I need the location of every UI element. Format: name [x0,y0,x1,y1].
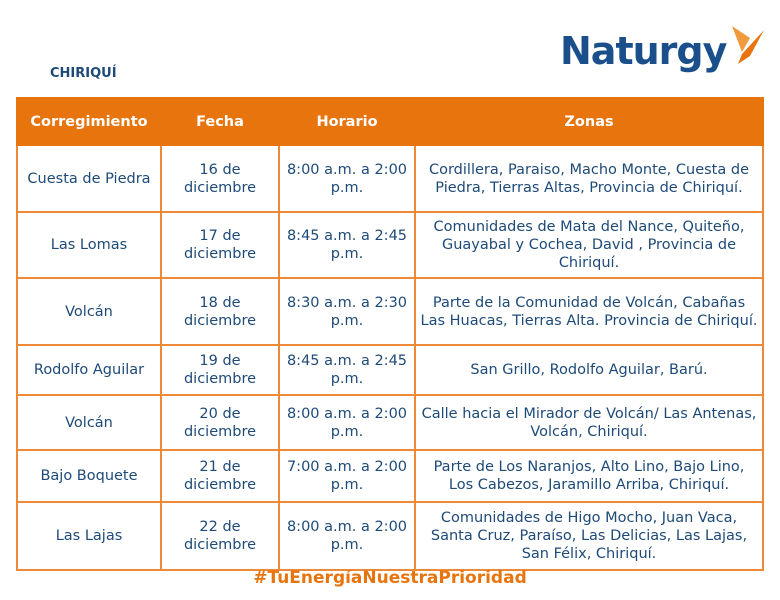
cell-zonas: Comunidades de Mata del Nance, Quiteño, … [414,211,764,279]
cell-fecha: 21 de diciembre [160,449,280,503]
cell-zonas: San Grillo, Rodolfo Aguilar, Barú. [414,344,764,396]
cell-fecha: 17 de diciembre [160,211,280,279]
cell-horario: 8:00 a.m. a 2:00 p.m. [278,394,416,451]
cell-corregimiento: Cuesta de Piedra [16,144,162,213]
cell-corregimiento: Volcán [16,394,162,451]
cell-corregimiento: Bajo Boquete [16,449,162,503]
table-row: Las Lajas 22 de diciembre 8:00 a.m. a 2:00… [16,501,764,571]
cell-horario: 8:00 a.m. a 2:00 p.m. [278,501,416,571]
cell-fecha: 16 de diciembre [160,144,280,213]
table-row: Bajo Boquete 21 de diciembre 7:00 a.m. a 2… [16,449,764,503]
cell-horario: 8:30 a.m. a 2:30 p.m. [278,277,416,346]
cell-corregimiento: Volcán [16,277,162,346]
schedule-table: Corregimiento Fecha Horario Zonas Cuesta… [16,97,764,571]
hashtag: #TuEnergíaNuestraPrioridad [253,568,527,588]
cell-corregimiento: Las Lajas [16,501,162,571]
cell-horario: 7:00 a.m. a 2:00 p.m. [278,449,416,503]
cell-zonas: Parte de Los Naranjos, Alto Lino, Bajo L… [414,449,764,503]
logo-text: Naturgy [560,29,727,73]
cell-zonas: Comunidades de Higo Mocho, Juan Vaca, Sa… [414,501,764,571]
cell-fecha: 18 de diciembre [160,277,280,346]
header-fecha: Fecha [160,97,280,146]
cell-fecha: 22 de diciembre [160,501,280,571]
cell-horario: 8:45 a.m. a 2:45 p.m. [278,211,416,279]
table-row: Las Lomas 17 de diciembre 8:45 a.m. a 2:45… [16,211,764,279]
header-zonas: Zonas [414,97,764,146]
cell-horario: 8:45 a.m. a 2:45 p.m. [278,344,416,396]
table-row: Cuesta de Piedra 16 de diciembre 8:00 a.m.… [16,144,764,213]
naturgy-logo: Naturgy [560,26,768,76]
table-row: Rodolfo Aguilar 19 de diciembre 8:45 a.m. … [16,344,764,396]
header-horario: Horario [278,97,416,146]
cell-corregimiento: Rodolfo Aguilar [16,344,162,396]
cell-zonas: Parte de la Comunidad de Volcán, Cabañas… [414,277,764,346]
cell-corregimiento: Las Lomas [16,211,162,279]
table-row: Volcán 20 de diciembre 8:00 a.m. a 2:00 p.… [16,394,764,451]
region-title: CHIRIQUÍ [50,66,117,81]
cell-zonas: Calle hacia el Mirador de Volcán/ Las An… [414,394,764,451]
cell-horario: 8:00 a.m. a 2:00 p.m. [278,144,416,213]
cell-zonas: Cordillera, Paraiso, Macho Monte, Cuesta… [414,144,764,213]
header-corregimiento: Corregimiento [16,97,162,146]
table-row: Volcán 18 de diciembre 8:30 a.m. a 2:30 p.… [16,277,764,346]
butterfly-icon [732,26,765,64]
table-header-row: Corregimiento Fecha Horario Zonas [16,97,764,146]
cell-fecha: 19 de diciembre [160,344,280,396]
cell-fecha: 20 de diciembre [160,394,280,451]
